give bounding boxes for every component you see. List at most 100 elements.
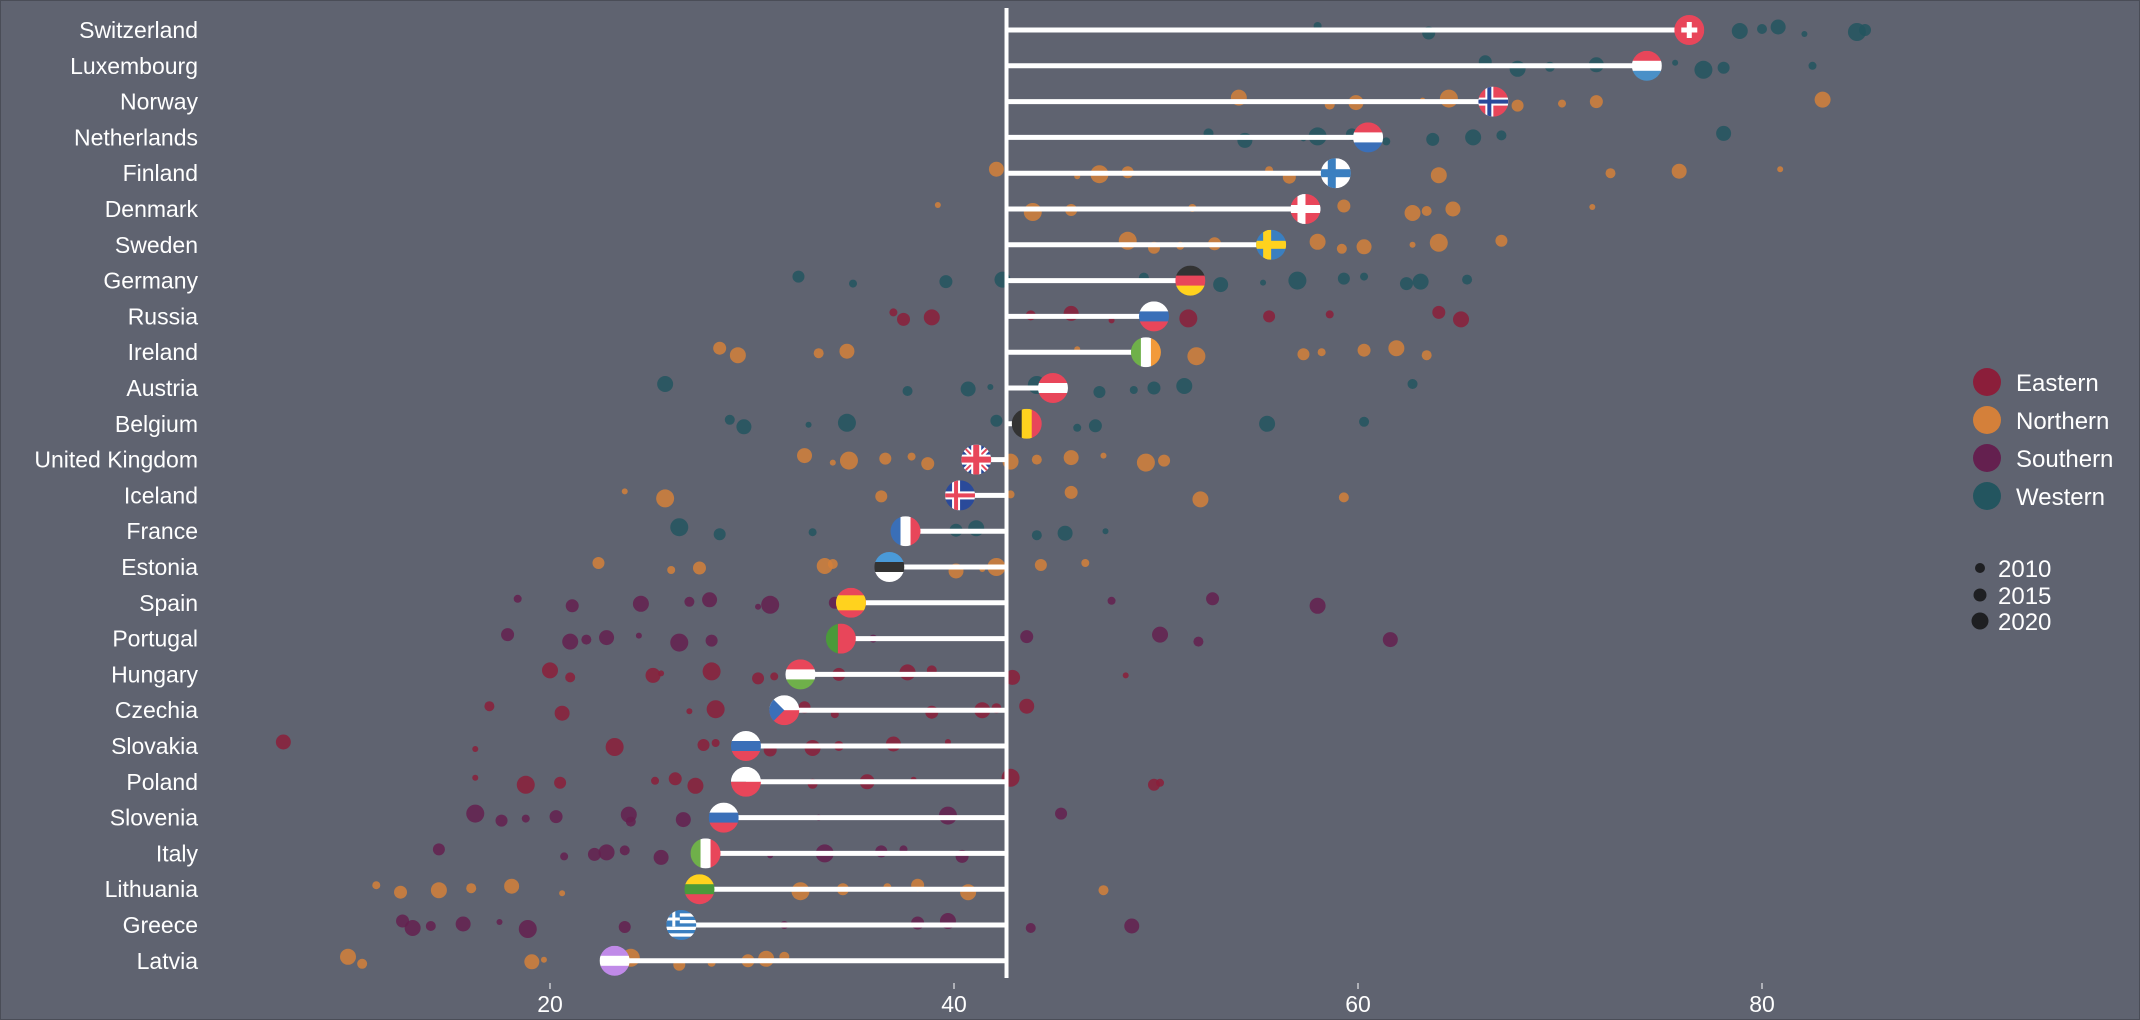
data-dot bbox=[705, 634, 718, 647]
flag-hungary-icon bbox=[785, 659, 816, 690]
data-dot bbox=[587, 847, 601, 861]
data-dot bbox=[1808, 61, 1817, 70]
data-dot bbox=[1213, 277, 1229, 293]
flag-estonia-icon bbox=[874, 552, 905, 582]
country-labels: Switzerland Luxembourg Norway Netherlands Fi… bbox=[34, 17, 198, 974]
country-label: Latvia bbox=[137, 948, 199, 974]
data-dot bbox=[1382, 632, 1398, 648]
flag-part bbox=[1037, 383, 1068, 394]
country-label: Iceland bbox=[124, 482, 198, 508]
data-dot bbox=[1671, 163, 1687, 179]
data-dot bbox=[839, 451, 858, 470]
data-dot bbox=[670, 633, 689, 652]
flag-part bbox=[900, 516, 912, 547]
data-dot bbox=[592, 557, 605, 569]
flag-iceland-icon bbox=[945, 480, 976, 511]
data-dot bbox=[394, 885, 408, 899]
data-dot bbox=[1407, 379, 1418, 389]
data-dot bbox=[425, 921, 436, 931]
flag-part bbox=[730, 731, 761, 742]
flag-part bbox=[666, 930, 697, 934]
data-dot bbox=[837, 413, 856, 432]
country-label: Italy bbox=[156, 840, 199, 866]
data-dot bbox=[430, 882, 447, 899]
data-dot bbox=[1152, 626, 1169, 643]
flag-part bbox=[1037, 393, 1068, 403]
flag-belgium-icon bbox=[1011, 408, 1042, 439]
flag-part bbox=[961, 456, 992, 463]
data-dot bbox=[1430, 167, 1447, 184]
data-dot bbox=[549, 810, 563, 824]
data-dot bbox=[1057, 525, 1073, 541]
flag-part bbox=[666, 923, 697, 927]
data-dot bbox=[651, 776, 660, 785]
flag-part bbox=[1256, 242, 1287, 247]
flag-part bbox=[1631, 60, 1662, 72]
flag-italy-icon bbox=[690, 838, 721, 869]
data-dot bbox=[697, 739, 710, 751]
data-dot bbox=[432, 843, 445, 856]
data-dot bbox=[805, 421, 812, 428]
data-dot bbox=[1445, 201, 1461, 217]
flag-france-icon bbox=[890, 516, 921, 547]
legend-year-label: 2015 bbox=[1998, 583, 2051, 610]
country-label: Austria bbox=[126, 375, 198, 401]
data-dot bbox=[1100, 452, 1107, 459]
flag-united-kingdom-icon bbox=[961, 444, 992, 475]
country-label: Slovenia bbox=[110, 805, 198, 831]
data-dot bbox=[1129, 386, 1138, 394]
flag-slovenia-icon bbox=[708, 802, 739, 833]
data-dot bbox=[752, 672, 765, 685]
data-dot bbox=[889, 308, 898, 317]
data-dot bbox=[1465, 129, 1482, 146]
flag-part bbox=[1631, 50, 1662, 62]
flag-part bbox=[874, 552, 905, 563]
data-dot bbox=[724, 414, 735, 425]
data-dot bbox=[472, 774, 479, 781]
data-dot bbox=[1081, 559, 1090, 567]
flag-part bbox=[666, 933, 697, 937]
data-dot bbox=[1337, 199, 1351, 213]
data-dot bbox=[1495, 234, 1508, 247]
data-dot bbox=[1263, 310, 1276, 323]
flag-part bbox=[708, 812, 739, 824]
data-dot bbox=[902, 386, 913, 396]
flag-part bbox=[1031, 408, 1042, 439]
data-dot bbox=[797, 448, 813, 464]
data-dot bbox=[657, 376, 674, 392]
data-dot bbox=[357, 958, 368, 969]
country-label: Germany bbox=[103, 268, 198, 294]
flag-part bbox=[730, 781, 761, 797]
data-dot bbox=[1462, 274, 1473, 285]
data-dot bbox=[1073, 423, 1082, 432]
data-dot bbox=[540, 956, 547, 963]
flag-part bbox=[1290, 207, 1321, 211]
data-dot bbox=[1031, 530, 1042, 541]
data-dot bbox=[1511, 99, 1524, 112]
flag-part bbox=[1138, 311, 1169, 322]
data-dot bbox=[1439, 89, 1458, 108]
data-dot bbox=[513, 594, 522, 603]
data-dot bbox=[496, 919, 503, 925]
data-dot bbox=[939, 275, 953, 289]
data-dot bbox=[1023, 203, 1042, 221]
flag-part bbox=[666, 926, 697, 931]
legend-label-northern: Northern bbox=[2016, 408, 2109, 435]
data-dot bbox=[827, 559, 838, 569]
data-dot bbox=[1388, 340, 1405, 357]
flag-part bbox=[1175, 265, 1206, 277]
data-dot bbox=[1122, 672, 1129, 679]
data-dot bbox=[829, 459, 836, 466]
flag-germany-icon bbox=[1175, 265, 1206, 296]
data-dot bbox=[621, 488, 628, 495]
data-dot bbox=[1025, 923, 1036, 933]
data-dot bbox=[645, 667, 661, 683]
flag-part bbox=[910, 516, 921, 547]
data-dot bbox=[495, 814, 508, 827]
legend-size-2010 bbox=[1975, 563, 1985, 573]
data-dot bbox=[711, 739, 720, 747]
data-dot bbox=[1179, 309, 1198, 328]
country-label: Russia bbox=[128, 303, 199, 329]
flag-part bbox=[666, 936, 697, 940]
